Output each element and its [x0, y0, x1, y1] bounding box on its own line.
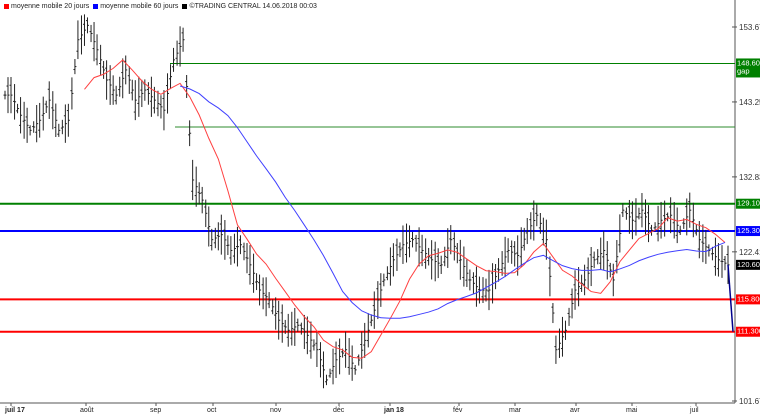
- y-tick-label: 143.250: [739, 98, 760, 107]
- y-tick-label: 153.670: [739, 23, 760, 32]
- legend: moyenne mobile 20 jours moyenne mobile 6…: [4, 3, 317, 10]
- level-label-box: [736, 259, 760, 270]
- x-tick-label: déc: [333, 407, 345, 414]
- x-tick-label: oct: [207, 407, 216, 414]
- last-move-line: [727, 264, 734, 332]
- ma60-line: [179, 85, 726, 319]
- x-tick-label: mai: [626, 407, 638, 414]
- level-label: 111.300: [737, 327, 760, 336]
- x-tick-label: juil: [689, 407, 699, 414]
- level-label-box: [736, 226, 760, 237]
- x-tick-label: nov: [270, 407, 282, 414]
- level-label: 120.600: [737, 260, 760, 269]
- y-tick-label: 101.670: [739, 397, 760, 406]
- level-label-box: [736, 326, 760, 337]
- level-label: 148.600: [737, 58, 760, 67]
- x-tick-label: avr: [570, 407, 580, 414]
- x-tick-label: août: [80, 407, 94, 414]
- y-tick-label: 132.830: [739, 173, 760, 182]
- x-tick-label: jan 18: [383, 407, 404, 414]
- x-tick-label: mar: [509, 407, 522, 414]
- x-tick-label: juil 17: [4, 407, 25, 414]
- level-label-box: [736, 294, 760, 305]
- legend-item-ma60: moyenne mobile 60 jours: [93, 3, 178, 10]
- x-tick-label: sep: [150, 407, 161, 414]
- level-label: 115.800: [737, 294, 760, 303]
- legend-item-ma20: moyenne mobile 20 jours: [4, 3, 89, 10]
- level-label: gap: [737, 66, 750, 75]
- y-tick-label: 122.410: [739, 248, 760, 257]
- x-tick-label: fév: [453, 407, 463, 414]
- level-label-box: [736, 58, 760, 78]
- level-label-box: [736, 198, 760, 209]
- legend-item-copyright: ©TRADING CENTRAL 14.06.2018 00:03: [182, 3, 317, 10]
- ma20-line: [84, 59, 726, 359]
- level-label: 125.300: [737, 226, 760, 235]
- level-label: 129.100: [737, 199, 760, 208]
